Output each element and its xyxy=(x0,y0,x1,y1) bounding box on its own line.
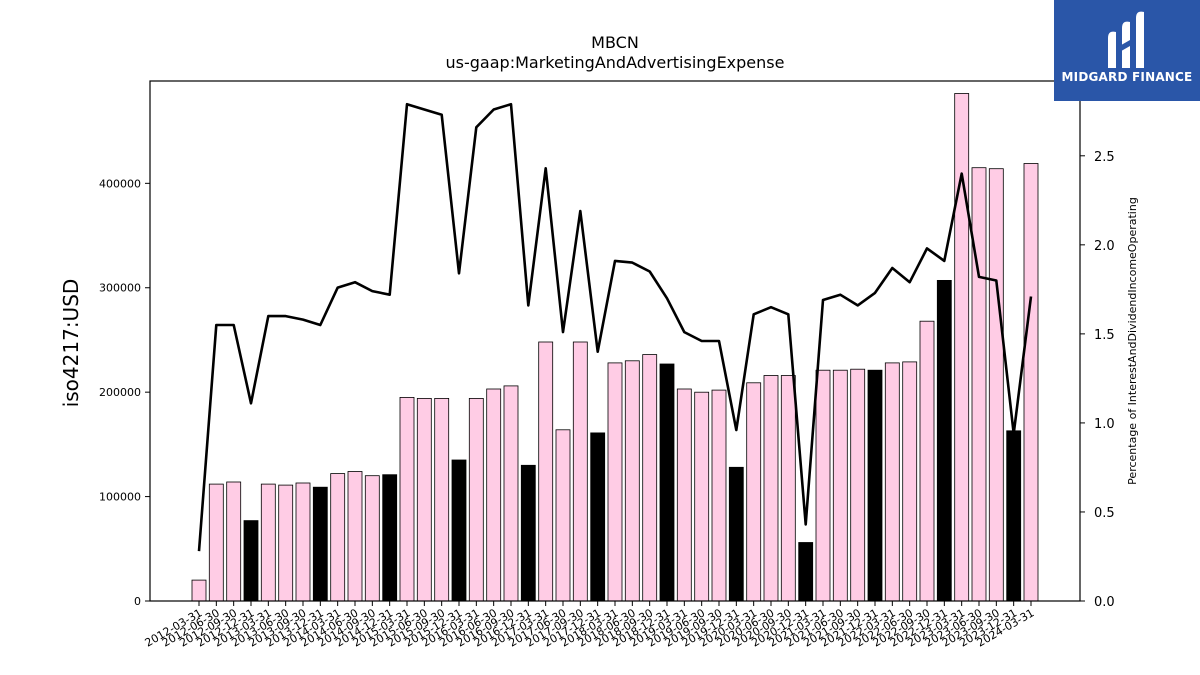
chart-title: MBCN xyxy=(591,33,639,52)
y2-tick-label: 0.0 xyxy=(1094,595,1115,610)
y2-tick-label: 2.5 xyxy=(1094,150,1115,165)
bar-2016-12-31 xyxy=(520,464,536,602)
bar-2013-03-31 xyxy=(260,483,276,602)
brand-logo: MIDGARD FINANCE xyxy=(1054,0,1200,101)
y-tick-label: 100000 xyxy=(99,491,141,504)
bar-2022-12-31 xyxy=(936,279,952,602)
bar-2015-12-31 xyxy=(451,459,467,602)
bar-2019-03-31 xyxy=(676,388,692,602)
bar-2017-06-30 xyxy=(555,429,571,602)
bar-2015-06-30 xyxy=(416,397,432,602)
bar-2021-09-30 xyxy=(850,368,866,602)
y2-tick-label: 1.0 xyxy=(1094,417,1115,432)
bar-2020-09-30 xyxy=(780,375,796,602)
left-y-ticks: 0 100000 200000 300000 400000 xyxy=(99,177,150,608)
bar-2014-03-31 xyxy=(330,473,346,602)
bar-2017-12-31 xyxy=(590,432,606,602)
x-ticks: 2012-03-312012-06-302012-09-302012-12-31… xyxy=(143,601,1037,650)
bar-2021-06-30 xyxy=(832,369,848,602)
bar-2021-03-31 xyxy=(815,369,831,602)
bar-2019-12-31 xyxy=(728,466,744,602)
bar-2013-12-31 xyxy=(312,486,328,602)
line-series-layer xyxy=(197,102,1033,552)
bar-2013-06-30 xyxy=(278,484,294,602)
right-y-ticks: 0.0 0.5 1.0 1.5 2.0 2.5 xyxy=(1080,150,1115,610)
bar-2018-09-30 xyxy=(642,354,658,602)
bar-2019-09-30 xyxy=(711,389,727,602)
bar-2012-06-30 xyxy=(208,483,224,602)
bar-2018-03-31 xyxy=(607,362,623,602)
y-tick-label: 200000 xyxy=(99,386,141,399)
y-axis-label: iso4217:USD xyxy=(59,279,83,408)
bar-2022-06-30 xyxy=(902,361,918,602)
bar-2012-09-30 xyxy=(226,481,242,602)
bar-2012-03-31 xyxy=(191,579,207,602)
bar-2014-12-31 xyxy=(382,474,398,602)
bar-2024-03-31 xyxy=(1023,163,1039,602)
bar-2016-03-31 xyxy=(468,397,484,602)
bar-2018-06-30 xyxy=(624,360,640,602)
bar-2012-12-31 xyxy=(243,520,259,602)
y2-tick-label: 2.0 xyxy=(1094,239,1115,254)
bar-2014-09-30 xyxy=(364,475,380,602)
bar-2021-12-31 xyxy=(867,369,883,602)
bar-2023-09-30 xyxy=(988,168,1004,602)
bar-2014-06-30 xyxy=(347,471,363,602)
bar-2023-12-31 xyxy=(1006,430,1022,602)
bar-2020-06-30 xyxy=(763,375,779,602)
line-series xyxy=(197,102,1033,552)
bar-2017-09-30 xyxy=(572,341,588,602)
chart-subtitle: us-gaap:MarketingAndAdvertisingExpense xyxy=(445,53,785,72)
bar-2022-09-30 xyxy=(919,320,935,602)
y-tick-label: 400000 xyxy=(99,177,141,190)
bar-2020-12-31 xyxy=(798,542,814,602)
bar-2019-06-30 xyxy=(694,391,710,602)
bar-2013-09-30 xyxy=(295,482,311,602)
bar-2020-03-31 xyxy=(746,382,762,602)
bar-series xyxy=(191,93,1039,602)
bar-2023-06-30 xyxy=(971,167,987,602)
bar-2016-09-30 xyxy=(503,385,519,602)
bar-2018-12-31 xyxy=(659,363,675,602)
bar-2023-03-31 xyxy=(954,93,970,602)
midgard-logo-icon xyxy=(1108,11,1144,69)
bar-2017-03-31 xyxy=(538,341,554,602)
logo-text: MIDGARD FINANCE xyxy=(1061,70,1193,84)
bar-2015-03-31 xyxy=(399,396,415,602)
y2-axis-label: Percentage of InterestAndDividendIncomeO… xyxy=(1126,197,1139,485)
bar-2015-09-30 xyxy=(434,397,450,602)
y-tick-label: 0 xyxy=(134,595,141,608)
bar-2022-03-31 xyxy=(884,362,900,602)
bar-2016-06-30 xyxy=(486,388,502,602)
y2-tick-label: 1.5 xyxy=(1094,328,1115,343)
y-tick-label: 300000 xyxy=(99,282,141,295)
y2-tick-label: 0.5 xyxy=(1094,506,1115,521)
